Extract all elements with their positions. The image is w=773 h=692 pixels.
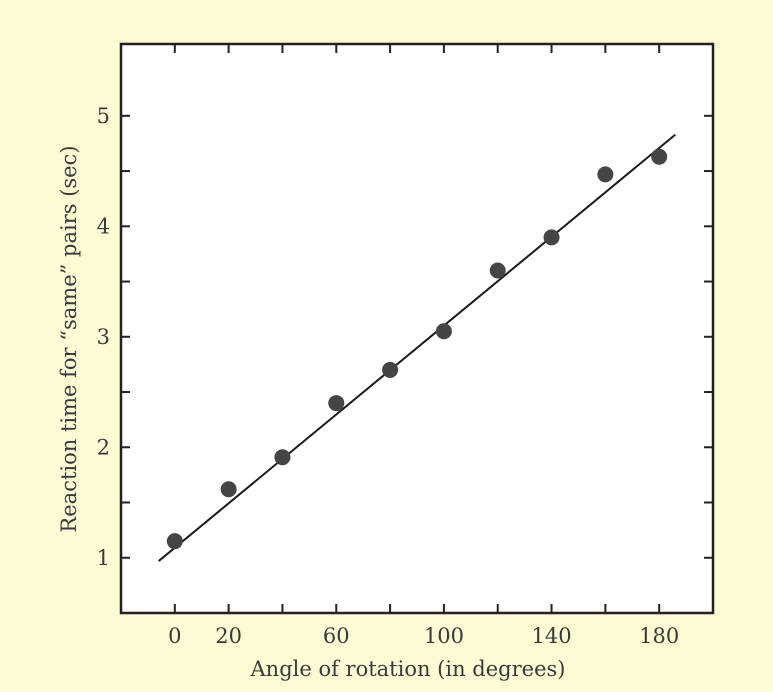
data-point xyxy=(166,533,183,550)
data-point xyxy=(435,323,452,340)
x-tick-label: 100 xyxy=(424,624,464,648)
x-tick-label: 20 xyxy=(215,624,242,648)
x-tick-label: 0 xyxy=(168,624,181,648)
y-tick-label: 3 xyxy=(97,325,110,349)
data-point xyxy=(489,262,506,279)
y-axis-title: Reaction time for “same” pairs (sec) xyxy=(57,145,81,532)
ticks xyxy=(121,44,713,613)
x-tick-label: 60 xyxy=(323,624,350,648)
data-point xyxy=(382,361,399,378)
data-point xyxy=(651,148,668,165)
x-axis-title: Angle of rotation (in degrees) xyxy=(250,657,566,681)
plot-area-background xyxy=(121,44,713,613)
y-tick-label: 5 xyxy=(97,104,110,128)
data-point xyxy=(274,449,291,466)
x-tick-label: 180 xyxy=(639,624,679,648)
data-point xyxy=(220,481,237,498)
tick-labels: 0 20 60 100 140 180 1 2 3 4 5 xyxy=(97,104,680,648)
plot-frame xyxy=(119,42,715,615)
data-point xyxy=(328,395,345,412)
y-tick-label: 4 xyxy=(97,214,110,238)
data-point xyxy=(597,166,614,183)
data-points xyxy=(166,148,668,550)
y-tick-label: 2 xyxy=(97,435,110,459)
x-tick-label: 140 xyxy=(531,624,571,648)
trend-line xyxy=(158,133,676,562)
y-tick-label: 1 xyxy=(97,546,110,570)
data-point xyxy=(543,229,560,246)
